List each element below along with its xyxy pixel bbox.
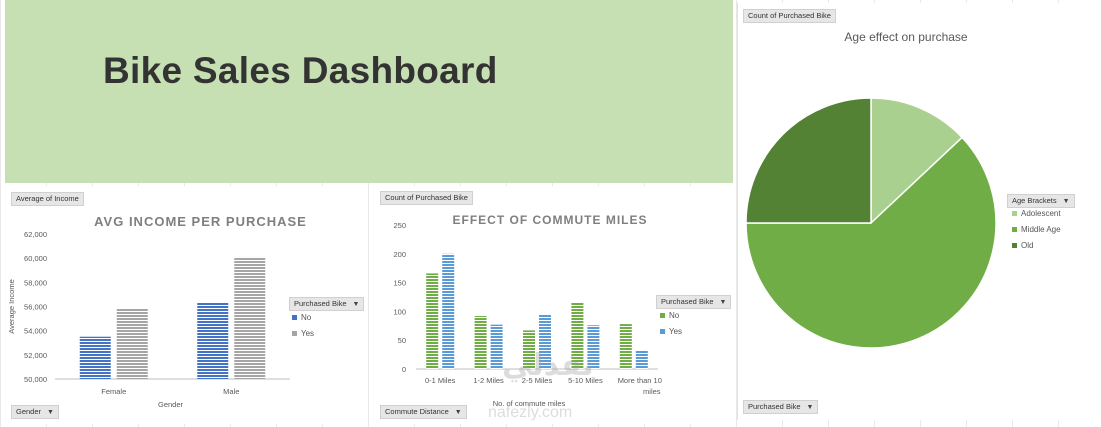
commute-legend-button[interactable]: Purchased Bike ▼ — [656, 295, 732, 309]
y-tick-label: 54,000 — [24, 327, 47, 336]
age-legend-middle: Middle Age — [1012, 225, 1061, 234]
income-chart-panel[interactable]: Average of Income AVG INCOME PER PURCHAS… — [5, 186, 367, 424]
pie-slice-adolescent — [870, 97, 964, 225]
x-tick-label: More than 10 — [618, 376, 662, 385]
y-tick-label: 56,000 — [24, 303, 47, 312]
dropdown-arrow-icon: ▼ — [1062, 198, 1070, 205]
legend-swatch — [660, 329, 665, 335]
x-tick-label: 0-1 Miles — [425, 376, 456, 385]
legend-yes-label: Yes — [301, 329, 315, 338]
commute-legend-yes-label: Yes — [669, 327, 683, 336]
bar-yes-3 — [587, 325, 600, 369]
age-legend-title: Age Brackets — [1012, 196, 1057, 205]
dropdown-arrow-icon: ▼ — [719, 299, 727, 306]
y-tick-label: 200 — [393, 250, 406, 259]
gender-field-label: Gender — [16, 407, 42, 416]
bar-no-0 — [426, 273, 439, 369]
legend-swatch — [660, 313, 665, 319]
commute-value-field-button[interactable]: Count of Purchased Bike — [380, 191, 473, 205]
legend-no-label: No — [301, 313, 312, 322]
age-brackets-legend-button[interactable]: Age Brackets ▼ — [1007, 194, 1075, 208]
age-legend-adolescent: Adolescent — [1012, 209, 1061, 218]
bar-no-male — [197, 302, 229, 379]
y-tick-label: 100 — [393, 307, 406, 316]
commute-legend-yes: Yes — [660, 327, 682, 336]
age-value-field-button[interactable]: Count of Purchased Bike — [743, 9, 836, 23]
commute-legend-no: No — [660, 311, 679, 320]
y-tick-label: 250 — [393, 221, 406, 230]
commute-chart-svg: EFFECT OF COMMUTE MILES 0 50 100 150 200 250 0-… — [393, 213, 662, 408]
bar-yes-1 — [490, 324, 503, 369]
y-axis-title: Average Income — [7, 279, 16, 333]
commute-distance-field-button[interactable]: Commute Distance ▼ — [380, 405, 467, 419]
legend-swatch — [1012, 227, 1017, 233]
dropdown-arrow-icon: ▼ — [352, 301, 360, 308]
age-legend-old: Old — [1012, 241, 1033, 250]
y-tick-label: 50 — [398, 336, 406, 345]
income-chart-svg: AVG INCOME PER PURCHASE 50,000 52,000 54,00… — [7, 214, 307, 409]
y-tick-label: 50,000 — [24, 375, 47, 384]
income-legend-title: Purchased Bike — [294, 299, 347, 308]
bar-yes-2 — [539, 314, 551, 369]
commute-distance-field-label: Commute Distance — [385, 407, 449, 416]
gender-field-button[interactable]: Gender ▼ — [11, 405, 59, 419]
y-tick-label: 60,000 — [24, 254, 47, 263]
age-pie-svg: Age effect on purchase — [745, 30, 997, 349]
commute-legend-title: Purchased Bike — [661, 297, 714, 306]
bar-no-4 — [619, 324, 632, 369]
income-legend-no: No — [292, 313, 311, 322]
dropdown-arrow-icon: ▼ — [454, 409, 462, 416]
commute-value-field-label: Count of Purchased Bike — [385, 193, 468, 202]
chart-title: Age effect on purchase — [844, 30, 968, 44]
income-value-field-label: Average of Income — [16, 194, 79, 203]
x-axis-title: Gender — [158, 400, 184, 409]
age-legend-old-label: Old — [1021, 241, 1034, 250]
age-value-field-label: Count of Purchased Bike — [748, 11, 831, 20]
x-tick-label: Male — [223, 387, 239, 396]
bar-no-1 — [474, 316, 487, 369]
x-tick-label: 2-5 Miles — [522, 376, 553, 385]
commute-legend-no-label: No — [669, 311, 680, 320]
age-legend-middle-label: Middle Age — [1021, 225, 1061, 234]
y-tick-label: 62,000 — [24, 230, 47, 239]
bar-no-2 — [523, 330, 535, 369]
age-chart-panel[interactable]: Count of Purchased Bike Age effect on pu… — [737, 3, 1078, 420]
pie-slice-middle-age — [745, 136, 997, 349]
x-tick-label: 5-10 Miles — [568, 376, 603, 385]
y-tick-label: 52,000 — [24, 351, 47, 360]
bar-no-female — [79, 336, 111, 379]
dashboard-title-panel — [5, 0, 733, 183]
y-tick-label: 58,000 — [24, 278, 47, 287]
legend-swatch — [292, 315, 297, 321]
income-legend-yes: Yes — [292, 329, 314, 338]
legend-swatch — [1012, 211, 1017, 217]
chart-title: AVG INCOME PER PURCHASE — [94, 214, 307, 229]
bar-yes-0 — [442, 253, 455, 369]
purchased-bike-field-button[interactable]: Purchased Bike ▼ — [743, 400, 819, 414]
x-tick-label-cont: miles — [643, 387, 661, 396]
dropdown-arrow-icon: ▼ — [47, 409, 54, 416]
bar-yes-female — [116, 308, 148, 379]
chart-title: EFFECT OF COMMUTE MILES — [453, 213, 648, 227]
pie-slice-old — [745, 97, 872, 224]
y-tick-label: 150 — [393, 279, 406, 288]
legend-swatch — [1012, 243, 1017, 249]
legend-swatch — [292, 331, 297, 337]
bar-yes-4 — [635, 349, 648, 369]
purchased-bike-field-label: Purchased Bike — [748, 402, 801, 411]
bar-yes-male — [234, 256, 266, 379]
dropdown-arrow-icon: ▼ — [806, 404, 814, 411]
income-value-field-button[interactable]: Average of Income — [11, 192, 84, 206]
dashboard-title: Bike Sales Dashboard — [103, 50, 498, 91]
bar-no-3 — [571, 302, 584, 369]
x-tick-label: 1-2 Miles — [473, 376, 504, 385]
commute-chart-panel[interactable]: Count of Purchased Bike EFFECT OF COMMUT… — [374, 186, 734, 424]
x-axis-title: No. of commute miles — [493, 399, 566, 408]
y-tick-label: 0 — [402, 365, 406, 374]
age-legend-adolescent-label: Adolescent — [1021, 209, 1061, 218]
purchased-bike-legend-button[interactable]: Purchased Bike ▼ — [289, 297, 365, 311]
x-tick-label: Female — [101, 387, 126, 396]
